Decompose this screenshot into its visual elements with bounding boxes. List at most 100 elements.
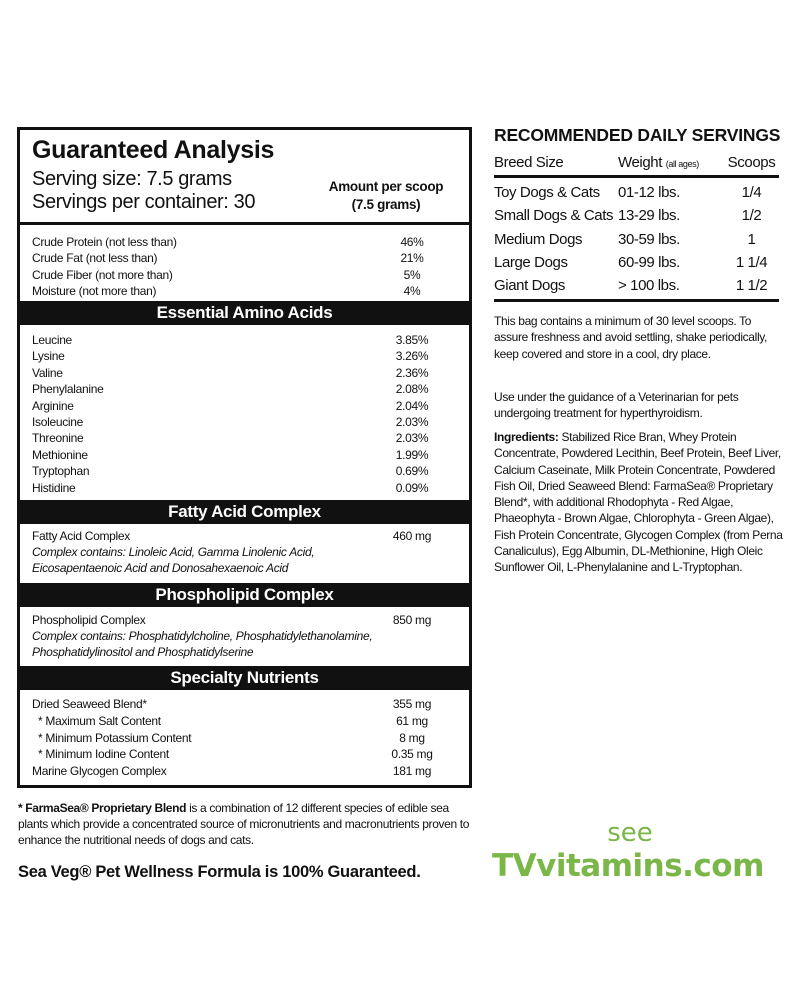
nutrient-name: Moisture (not more than) (32, 283, 157, 298)
nutrient-value: 0.69% (395, 464, 429, 479)
serving-scoops: 1/2 (741, 207, 762, 225)
nutrient-name: Crude Protein (not less than) (32, 235, 177, 249)
nutrient-value: 460 mg (392, 529, 432, 543)
nutrient-name: Histidine (32, 480, 76, 495)
serving-weight: 01-12 lbs. (618, 184, 680, 201)
nutrient-value: 8 mg (399, 730, 425, 745)
nutrient-name: * Maximum Salt Content (38, 713, 161, 728)
serving-scoops: 1 (747, 230, 756, 248)
serving-breed: Giant Dogs (494, 277, 566, 295)
amount-header: Amount per scoop (7.5 grams) (311, 178, 461, 214)
nutrient-row: Dried Seaweed Blend* 355 mg (32, 696, 469, 712)
amount-header-line-2: (7.5 grams) (351, 197, 421, 212)
serving-size: Serving size: 7.5 grams (32, 168, 232, 190)
nutrient-name: Leucine (32, 333, 72, 347)
servings-header-row: Breed Size Weight (all ages) Scoops (494, 152, 779, 174)
serving-weight: > 100 lbs. (618, 277, 680, 295)
nutrient-value: 3.85% (395, 333, 429, 347)
note-text: Eicosapentaenoic Acid and Donosahexaenoi… (32, 561, 289, 575)
nutrient-name: Dried Seaweed Blend* (32, 697, 147, 711)
nutrient-row: Threonine 2.03% (32, 430, 469, 446)
nutrient-value: 5% (403, 267, 421, 282)
nutrient-value: 355 mg (392, 697, 432, 711)
panel-title: Guaranteed Analysis (32, 136, 275, 164)
nutrient-row: Methionine 1.99% (32, 447, 469, 463)
fatty-note-2: Eicosapentaenoic Acid and Donosahexaenoi… (32, 560, 469, 576)
nutrient-name: Fatty Acid Complex (32, 529, 130, 543)
serving-breed: Large Dogs (494, 253, 568, 271)
divider (20, 222, 469, 225)
phospholipid-header: Phospholipid Complex (20, 583, 469, 607)
phospho-note-2: Phosphatidylinositol and Phosphatidylser… (32, 644, 469, 660)
nutrient-name: Phospholipid Complex (32, 613, 146, 627)
serving-scoops: 1 1/4 (735, 253, 768, 271)
nutrient-name: * Minimum Iodine Content (38, 747, 169, 762)
serving-scoops: 1/4 (741, 184, 762, 201)
header-breed: Breed Size (494, 154, 564, 171)
serving-row: Giant Dogs > 100 lbs. 1 1/2 (494, 275, 779, 297)
nutrient-name: Arginine (32, 398, 74, 413)
header-scoops: Scoops (727, 154, 776, 171)
nutrient-name: Tryptophan (32, 464, 90, 479)
nutrient-value: 0.35 mg (391, 747, 433, 762)
nutrient-value: 61 mg (396, 713, 428, 728)
nutrient-row: Crude Protein (not less than) 46% (32, 234, 469, 250)
ingredients-text: Stabilized Rice Bran, Whey Protein Conce… (494, 430, 783, 575)
ingredients: Ingredients: Stabilized Rice Bran, Whey … (494, 429, 784, 576)
nutrient-value: 21% (400, 251, 424, 266)
nutrient-name: Valine (32, 365, 63, 380)
amount-header-line-1: Amount per scoop (328, 179, 444, 194)
nutrient-name: Threonine (32, 431, 84, 446)
nutrient-row: Crude Fat (not less than) 21% (32, 250, 469, 266)
nutrient-value: 2.08% (395, 382, 429, 397)
serving-row: Toy Dogs & Cats 01-12 lbs. 1/4 (494, 182, 779, 204)
recommended-servings: RECOMMENDED DAILY SERVINGS Breed Size We… (494, 125, 784, 574)
nutrient-value: 0.09% (395, 480, 429, 495)
storage-text: This bag contains a minimum of 30 level … (494, 314, 768, 361)
nutrient-value: 2.04% (395, 398, 429, 413)
serving-breed: Small Dogs & Cats (494, 207, 614, 225)
nutrient-row: * Minimum Iodine Content 0.35 mg (32, 746, 469, 762)
nutrient-value: 181 mg (392, 764, 432, 779)
nutrient-row: Arginine 2.04% (32, 398, 469, 414)
nutrient-value: 46% (400, 235, 424, 249)
header-weight-note: (all ages) (665, 159, 699, 169)
nutrient-name: Crude Fiber (not more than) (32, 267, 173, 282)
divider (494, 175, 779, 178)
footnote-text: is a combination of 12 different species… (18, 801, 470, 847)
nutrient-row: Lysine 3.26% (32, 348, 469, 364)
nutrient-value: 4% (403, 283, 421, 298)
promo-site-link[interactable]: TVvitamins.com (492, 848, 764, 884)
serving-breed: Toy Dogs & Cats (494, 184, 600, 201)
nutrient-row: Phospholipid Complex 850 mg (32, 612, 469, 628)
note-text: Complex contains: Linoleic Acid, Gamma L… (32, 545, 315, 559)
nutrient-row: Marine Glycogen Complex 181 mg (32, 763, 469, 779)
serving-scoops: 1 1/2 (735, 277, 768, 295)
amino-acids-header: Essential Amino Acids (20, 301, 469, 325)
nutrient-value: 3.26% (395, 349, 429, 364)
nutrient-row: Phenylalanine 2.08% (32, 381, 469, 397)
nutrient-value: 2.03% (395, 431, 429, 446)
serving-breed: Medium Dogs (494, 230, 583, 248)
nutrient-row: Isoleucine 2.03% (32, 414, 469, 430)
nutrient-row: Tryptophan 0.69% (32, 463, 469, 479)
vet-text: Use under the guidance of a Veterinarian… (494, 390, 739, 421)
serving-weight: 60-99 lbs. (618, 253, 680, 271)
header-weight-text: Weight (618, 154, 663, 171)
fatty-acid-header: Fatty Acid Complex (20, 500, 469, 524)
nutrient-value: 850 mg (392, 613, 432, 627)
fatty-note-1: Complex contains: Linoleic Acid, Gamma L… (32, 544, 469, 560)
nutrient-value: 2.36% (395, 365, 429, 380)
nutrient-row: * Minimum Potassium Content 8 mg (32, 730, 469, 746)
nutrient-row: Leucine 3.85% (32, 332, 469, 348)
nutrient-row: Valine 2.36% (32, 365, 469, 381)
promo-see: see (607, 818, 653, 848)
nutrient-name: Isoleucine (32, 415, 84, 429)
nutrient-name: Crude Fat (not less than) (32, 251, 158, 266)
phospho-note-1: Complex contains: Phosphatidylcholine, P… (32, 628, 469, 644)
specialty-header: Specialty Nutrients (20, 666, 469, 690)
footnote-bold: * FarmaSea® Proprietary Blend (18, 801, 187, 815)
divider (494, 299, 779, 302)
nutrient-name: Marine Glycogen Complex (32, 764, 167, 779)
footnote: * FarmaSea® Proprietary Blend is a combi… (18, 800, 478, 848)
